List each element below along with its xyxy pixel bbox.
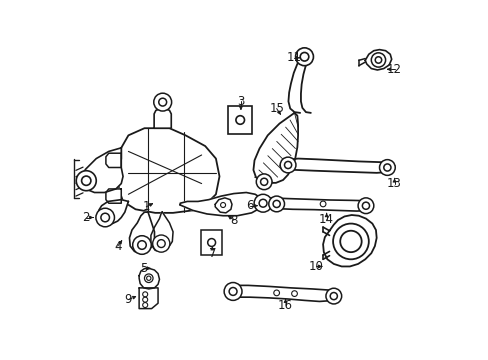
Circle shape — [332, 224, 368, 259]
Polygon shape — [323, 215, 376, 266]
Text: 3: 3 — [237, 95, 244, 108]
Polygon shape — [253, 113, 298, 183]
Polygon shape — [119, 128, 219, 213]
Circle shape — [280, 157, 295, 173]
Polygon shape — [99, 200, 128, 224]
Bar — [201, 230, 222, 255]
Polygon shape — [129, 212, 154, 253]
Circle shape — [153, 93, 171, 111]
Circle shape — [152, 235, 169, 252]
Circle shape — [268, 196, 284, 212]
Text: 12: 12 — [386, 63, 401, 76]
Polygon shape — [139, 269, 159, 289]
Text: 16: 16 — [278, 298, 292, 311]
Polygon shape — [106, 189, 121, 203]
Polygon shape — [106, 153, 121, 167]
Circle shape — [370, 53, 385, 67]
Circle shape — [254, 194, 271, 212]
Polygon shape — [80, 148, 123, 193]
Text: 6: 6 — [245, 199, 253, 212]
Text: 10: 10 — [308, 260, 323, 273]
Polygon shape — [139, 288, 158, 309]
Text: 4: 4 — [114, 240, 121, 253]
Polygon shape — [151, 212, 173, 251]
Bar — [228, 106, 251, 134]
Circle shape — [96, 208, 114, 227]
Text: 2: 2 — [81, 211, 89, 224]
Polygon shape — [154, 109, 171, 128]
Text: 11: 11 — [285, 51, 301, 64]
Text: 5: 5 — [140, 262, 147, 275]
Text: 15: 15 — [269, 102, 284, 115]
Circle shape — [325, 288, 341, 304]
Polygon shape — [215, 198, 231, 213]
Circle shape — [379, 159, 394, 175]
Polygon shape — [365, 50, 391, 70]
Circle shape — [346, 238, 354, 245]
Circle shape — [224, 283, 242, 300]
Circle shape — [76, 171, 96, 191]
Text: 9: 9 — [124, 293, 132, 306]
Circle shape — [357, 198, 373, 213]
Circle shape — [295, 48, 313, 66]
Text: 8: 8 — [230, 213, 237, 226]
Polygon shape — [267, 198, 370, 211]
Polygon shape — [280, 158, 394, 173]
Circle shape — [132, 236, 151, 254]
Text: 7: 7 — [208, 247, 216, 260]
Text: 14: 14 — [319, 213, 333, 226]
Text: 1: 1 — [142, 200, 150, 213]
Polygon shape — [180, 193, 262, 216]
Polygon shape — [228, 285, 337, 301]
Text: 13: 13 — [386, 177, 401, 190]
Circle shape — [256, 174, 271, 190]
